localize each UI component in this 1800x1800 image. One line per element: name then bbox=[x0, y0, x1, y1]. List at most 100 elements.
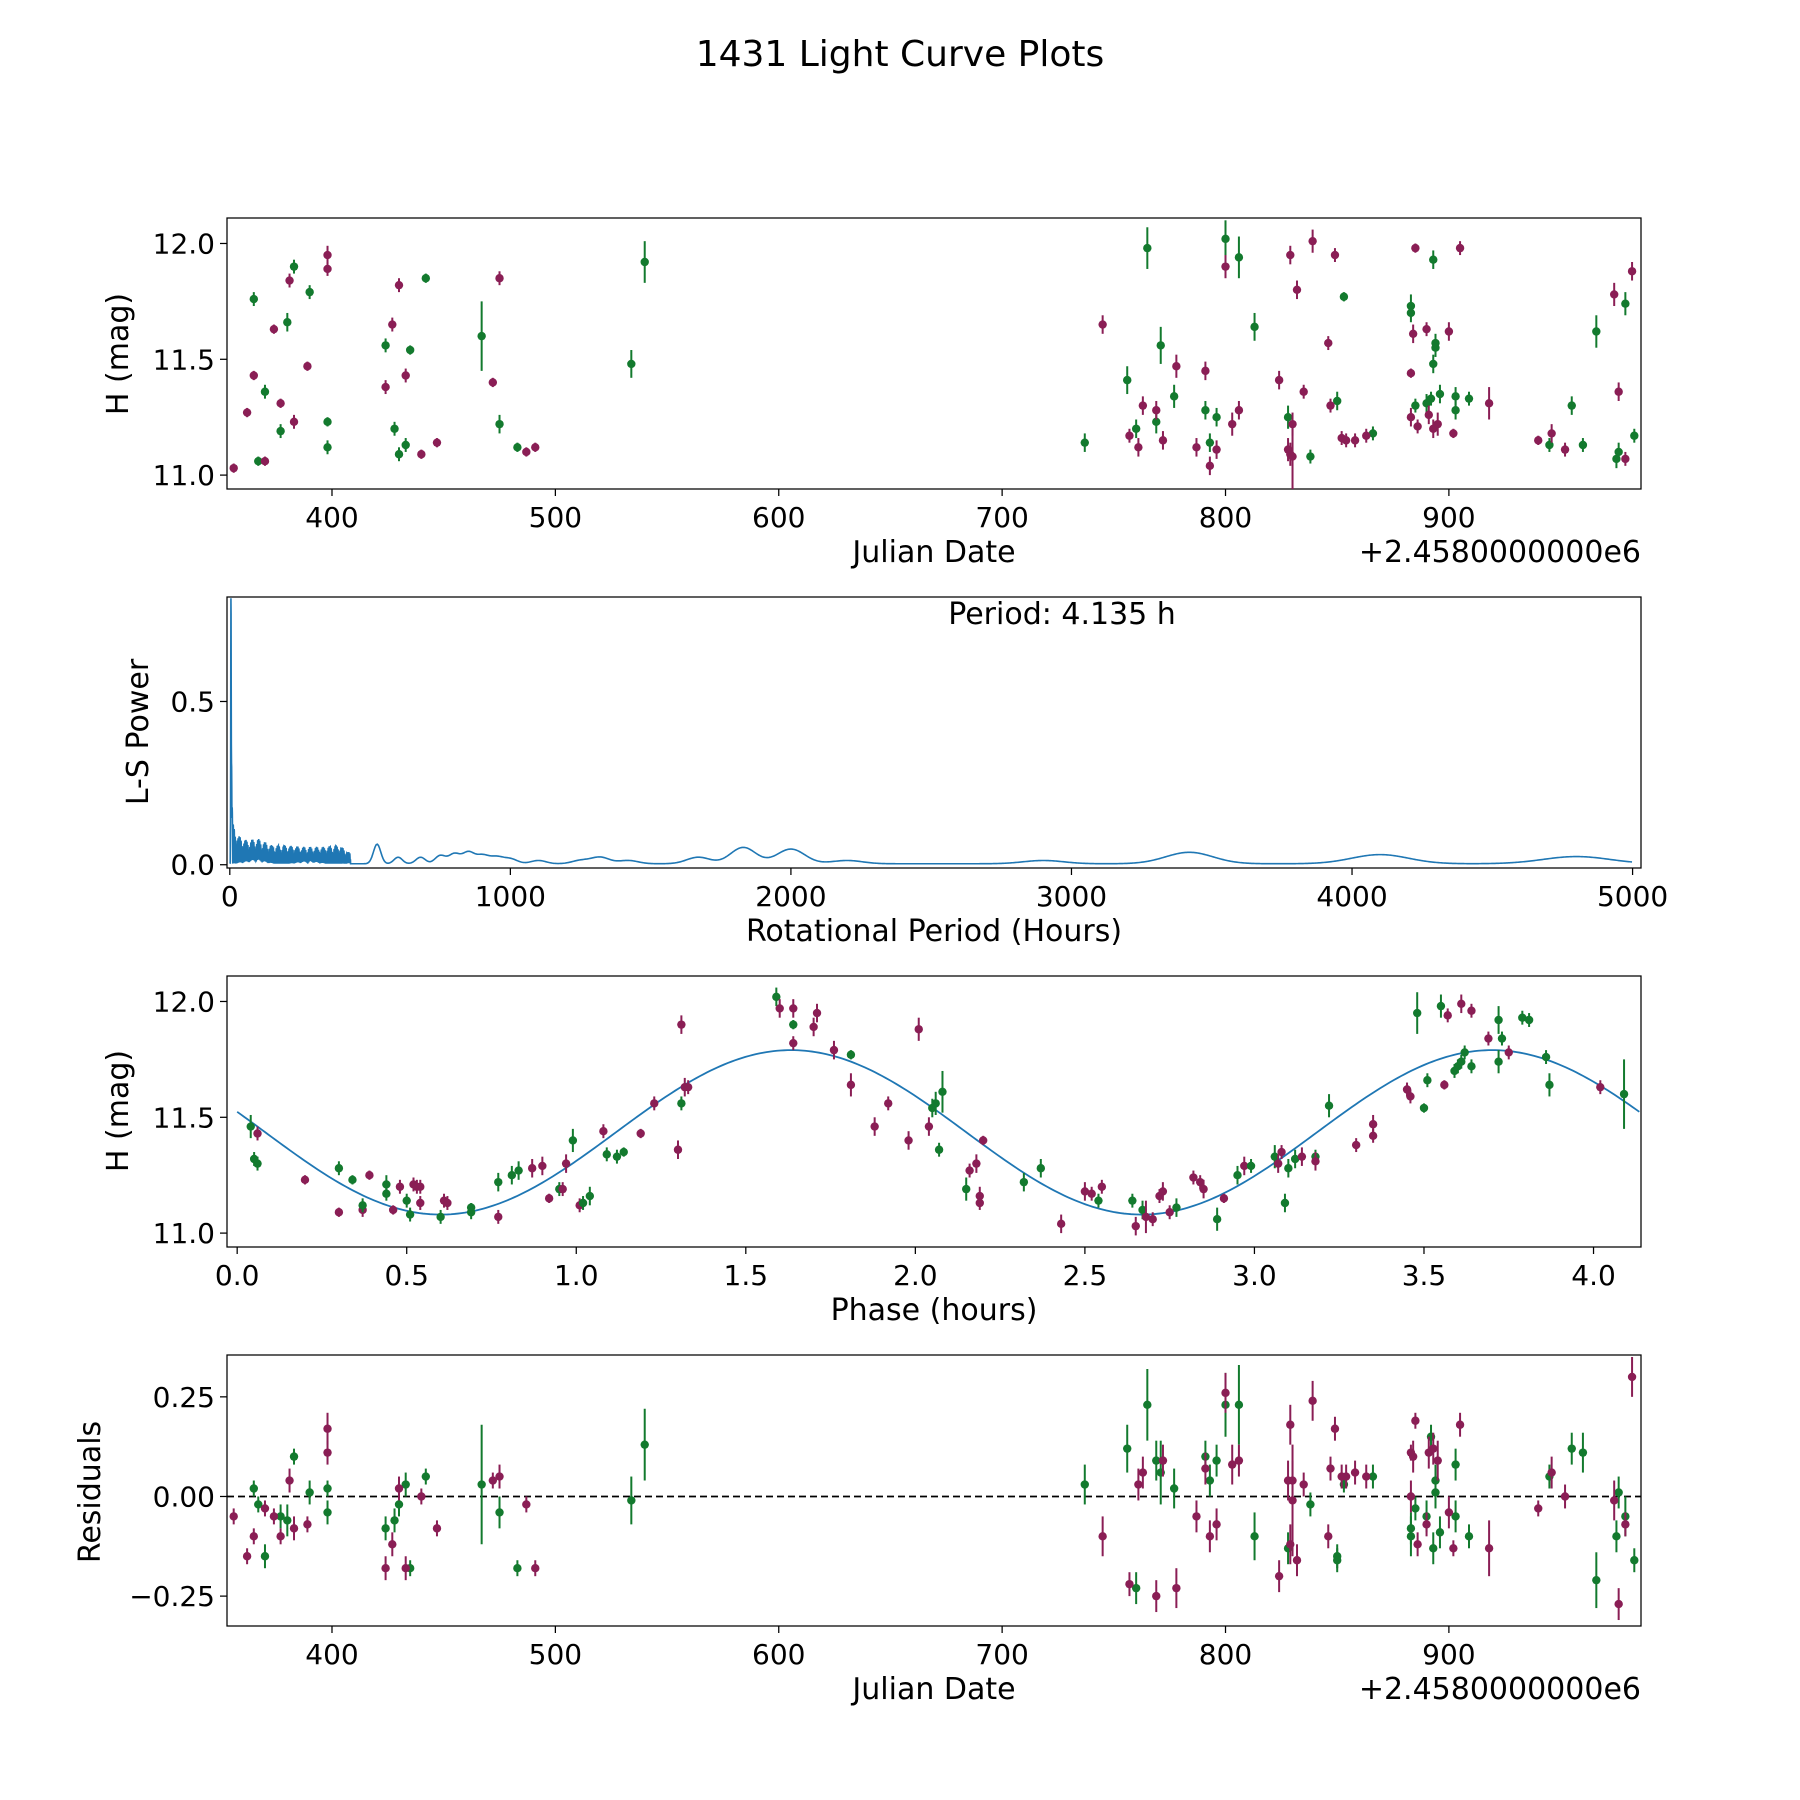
data-point bbox=[531, 443, 540, 452]
data-point bbox=[1621, 1520, 1630, 1529]
data-point bbox=[972, 1159, 981, 1168]
data-point bbox=[323, 264, 332, 274]
data-point bbox=[477, 331, 486, 341]
data-point bbox=[1494, 1057, 1503, 1066]
phased-ylabel: H (mag) bbox=[101, 1050, 136, 1172]
y-tick-label: 11.0 bbox=[153, 459, 215, 492]
data-point bbox=[1451, 406, 1460, 415]
data-point bbox=[1274, 1571, 1284, 1581]
data-point bbox=[382, 1180, 391, 1189]
data-point bbox=[1630, 1556, 1639, 1565]
data-point bbox=[276, 1512, 285, 1521]
data-point bbox=[260, 457, 270, 466]
data-point bbox=[1283, 412, 1293, 422]
data-point bbox=[1234, 1400, 1244, 1410]
data-point bbox=[1413, 1540, 1422, 1549]
data-point bbox=[1534, 436, 1543, 445]
data-point bbox=[1274, 375, 1284, 385]
data-point bbox=[1138, 1468, 1148, 1477]
data-point bbox=[1330, 250, 1340, 260]
data-point bbox=[812, 1008, 822, 1018]
data-point bbox=[402, 1196, 411, 1205]
data-point bbox=[443, 1198, 452, 1208]
data-point bbox=[1221, 262, 1230, 271]
data-point bbox=[1484, 399, 1494, 408]
data-point bbox=[1192, 443, 1201, 452]
data-point bbox=[1199, 1184, 1208, 1194]
data-point bbox=[432, 438, 442, 447]
y-tick-label: 11.0 bbox=[153, 1217, 215, 1250]
data-point bbox=[1250, 1532, 1259, 1541]
data-point bbox=[1240, 1161, 1249, 1171]
data-point bbox=[829, 1045, 839, 1055]
data-point bbox=[1504, 1048, 1513, 1057]
data-point bbox=[846, 1080, 856, 1090]
data-point bbox=[1451, 1512, 1460, 1521]
data-point bbox=[1431, 1488, 1440, 1497]
periodogram-panel: 0 1000 2000 3000 4000 5000 0.0 0.5 Period: 4.13… bbox=[121, 596, 1668, 949]
data-point bbox=[254, 457, 263, 466]
data-point bbox=[401, 1564, 410, 1573]
data-point bbox=[1449, 1544, 1458, 1553]
x-tick-label: 400 bbox=[305, 501, 358, 534]
data-point bbox=[1545, 440, 1554, 450]
data-point bbox=[978, 1136, 988, 1145]
data-point bbox=[513, 443, 522, 452]
data-point bbox=[1172, 1203, 1181, 1212]
periodogram-axes-frame bbox=[226, 596, 1642, 869]
data-point bbox=[1413, 422, 1422, 431]
data-point bbox=[242, 1552, 252, 1561]
data-point bbox=[395, 1182, 405, 1191]
data-point bbox=[436, 1212, 445, 1222]
data-point bbox=[612, 1152, 622, 1161]
data-point bbox=[1627, 267, 1637, 276]
data-point bbox=[416, 1182, 425, 1191]
data-point bbox=[401, 1480, 410, 1489]
data-point bbox=[1134, 443, 1143, 452]
x-tick-label: 900 bbox=[1422, 1638, 1475, 1671]
data-point bbox=[1333, 1556, 1342, 1565]
data-point bbox=[1484, 1034, 1493, 1043]
data-point bbox=[1567, 401, 1576, 410]
data-point bbox=[323, 1448, 332, 1457]
data-point bbox=[1467, 1062, 1476, 1071]
data-point bbox=[1341, 1472, 1351, 1481]
data-point bbox=[1192, 1512, 1201, 1521]
data-point bbox=[1406, 368, 1416, 378]
data-point bbox=[1436, 1001, 1446, 1011]
data-point bbox=[1152, 1591, 1161, 1601]
data-point bbox=[962, 1184, 971, 1194]
data-point bbox=[931, 1099, 940, 1108]
data-point bbox=[1290, 1154, 1300, 1164]
data-point bbox=[488, 1476, 498, 1485]
data-point bbox=[561, 1159, 571, 1168]
data-point bbox=[323, 1484, 332, 1493]
data-point bbox=[388, 1205, 398, 1215]
data-point bbox=[1351, 1140, 1361, 1150]
data-point bbox=[975, 1191, 984, 1201]
data-point bbox=[242, 408, 252, 417]
periodogram-ylabel: L-S Power bbox=[121, 658, 156, 805]
y-tick-label: 12.0 bbox=[153, 227, 215, 260]
data-point bbox=[965, 1166, 974, 1175]
data-point bbox=[1212, 1215, 1222, 1224]
data-point bbox=[495, 419, 504, 429]
data-point bbox=[924, 1122, 934, 1131]
data-point bbox=[627, 1496, 636, 1505]
x-tick-label: 0 bbox=[221, 880, 239, 913]
data-point bbox=[1449, 429, 1458, 438]
data-point bbox=[809, 1022, 818, 1032]
data-point bbox=[619, 1147, 628, 1157]
data-point bbox=[1326, 1464, 1335, 1473]
data-point bbox=[1169, 1484, 1179, 1493]
residuals-axes-frame bbox=[226, 1354, 1642, 1627]
data-point bbox=[401, 440, 410, 450]
data-point bbox=[1292, 285, 1302, 295]
data-point bbox=[394, 280, 404, 290]
data-point bbox=[1234, 406, 1244, 415]
data-point bbox=[1411, 1504, 1420, 1513]
data-point bbox=[1333, 396, 1342, 406]
data-point bbox=[285, 276, 294, 285]
data-point bbox=[1311, 1157, 1320, 1166]
data-point bbox=[1080, 438, 1089, 447]
